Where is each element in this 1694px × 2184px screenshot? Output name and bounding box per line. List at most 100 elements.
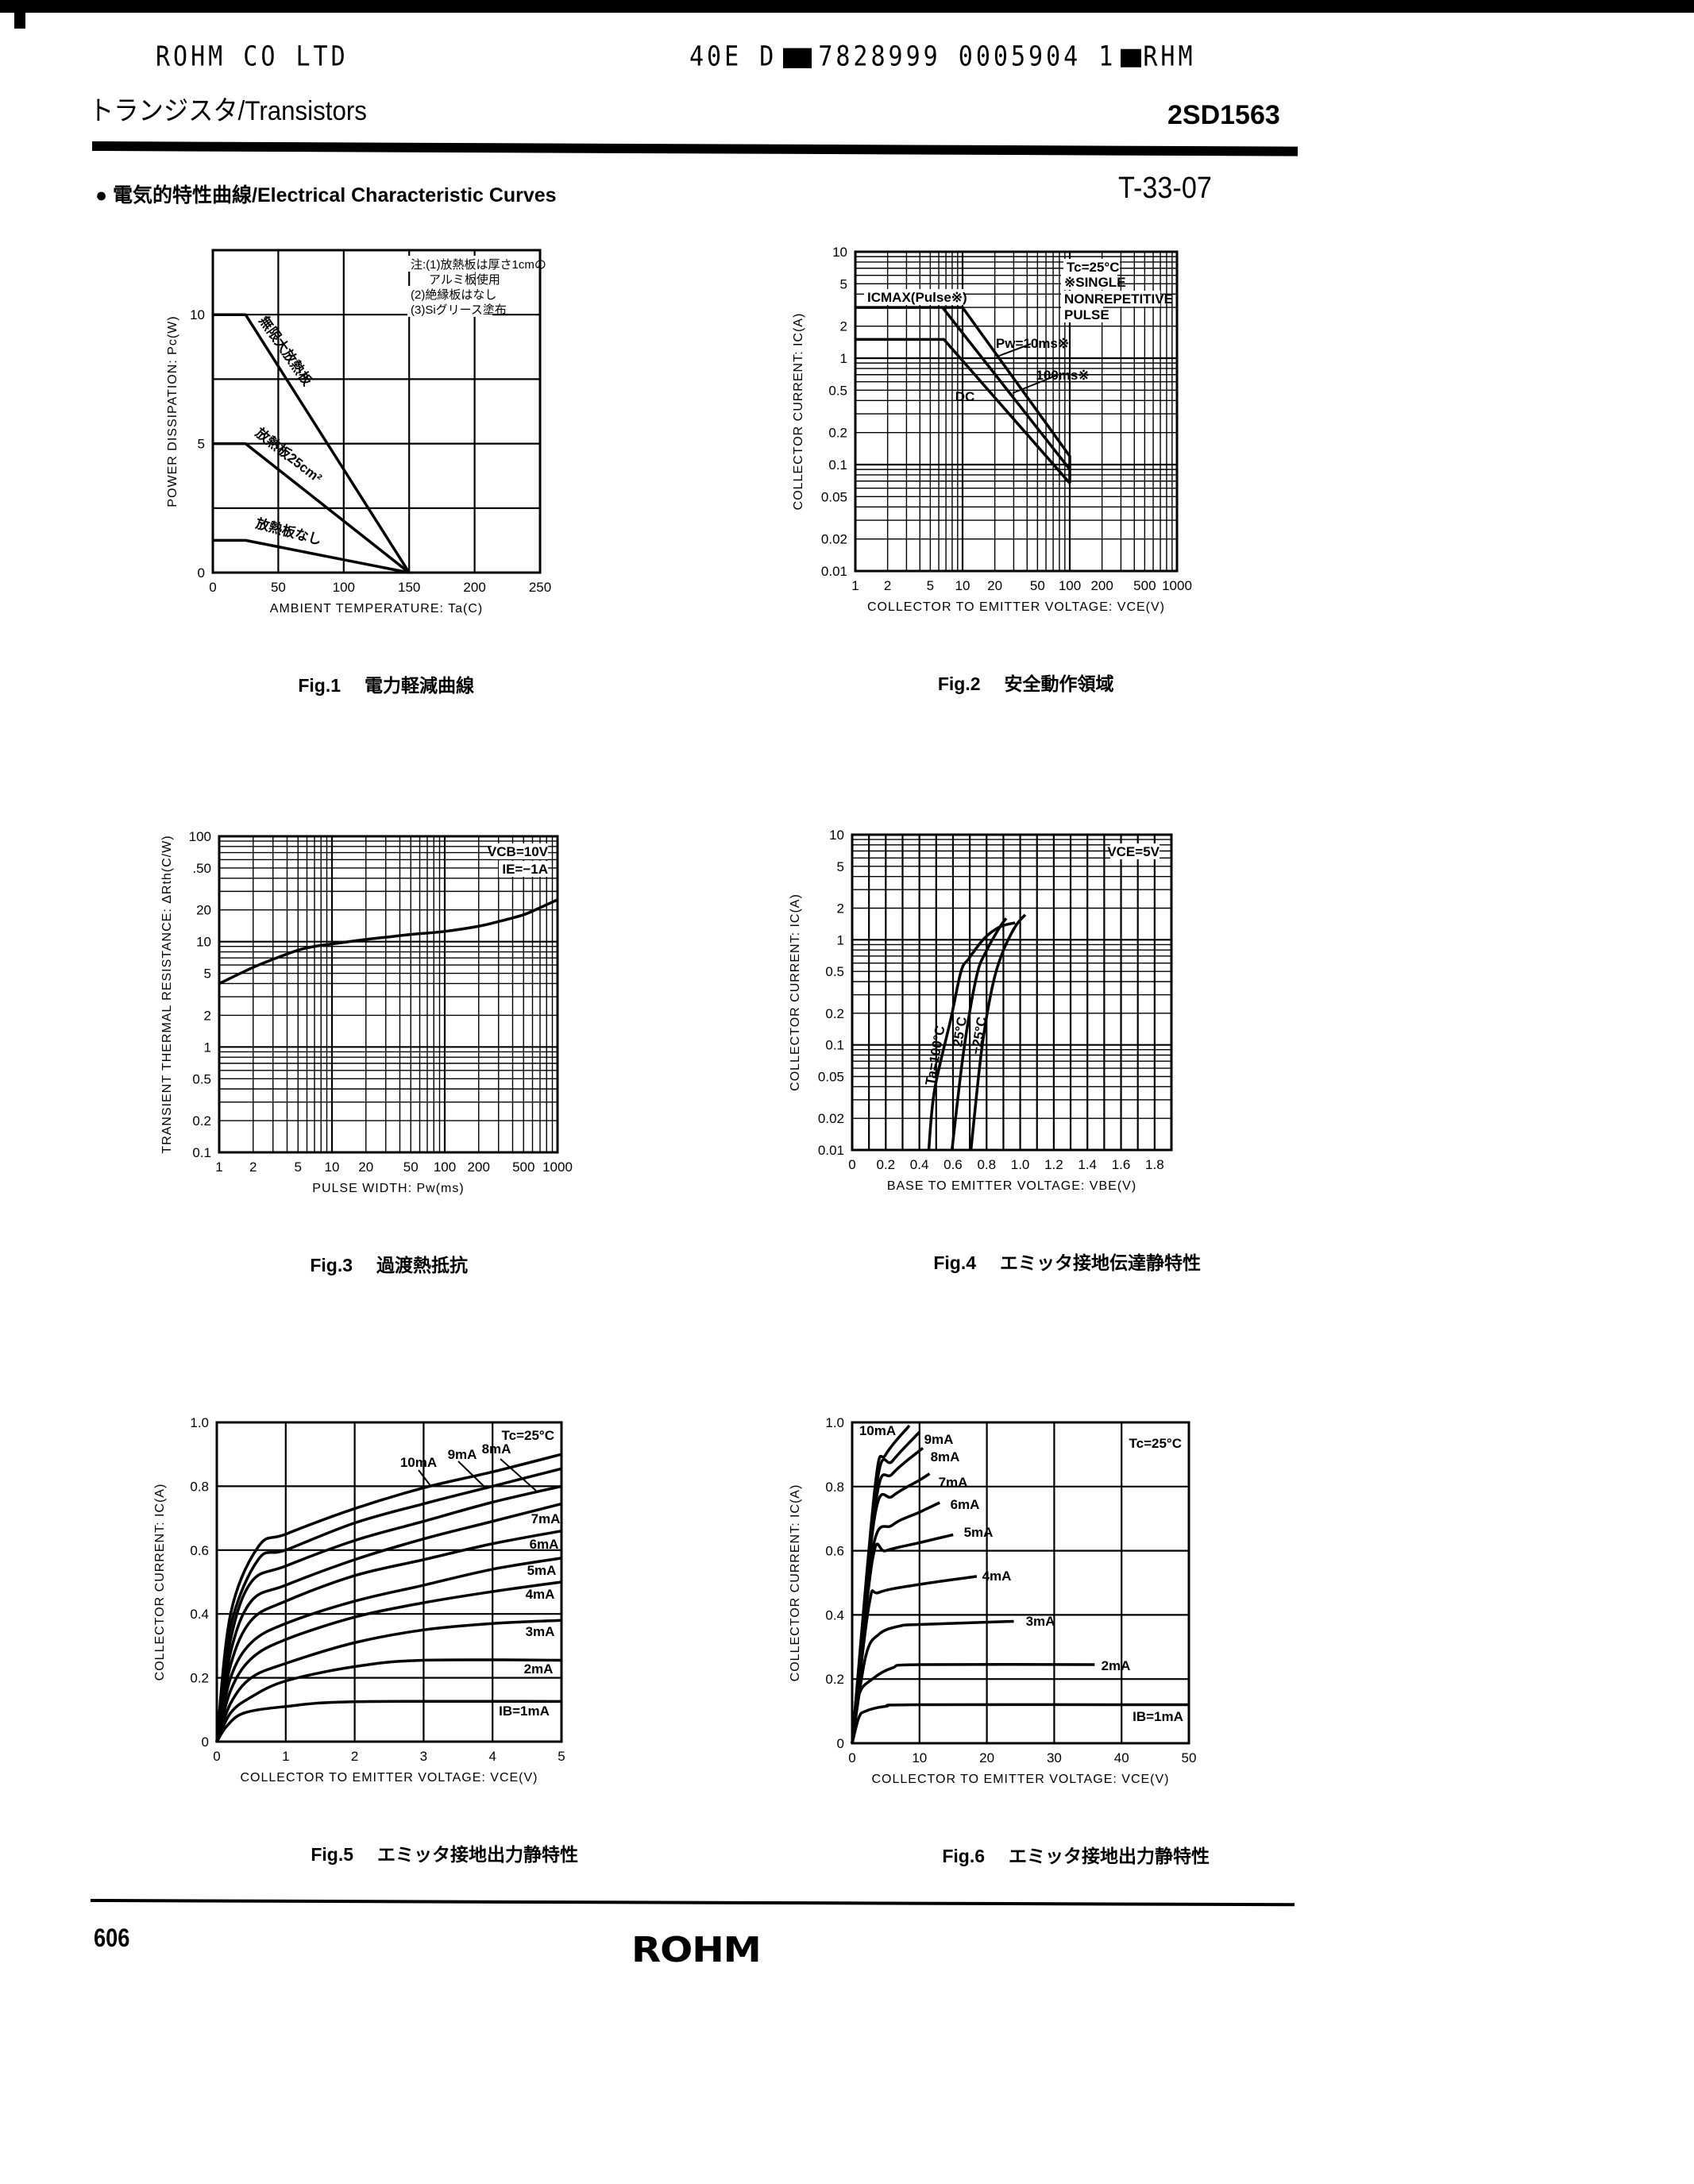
y-tick-label: 5 — [837, 859, 844, 874]
y-tick-label: 0.02 — [818, 1111, 844, 1126]
figure-number: Fig.3 — [310, 1255, 353, 1275]
annotation-backdrop — [1061, 274, 1117, 290]
series-label: 8mA — [931, 1449, 960, 1464]
grid — [851, 833, 1173, 1152]
x-tick-label: 10 — [955, 578, 970, 593]
x-tick-label: 1000 — [1162, 578, 1192, 593]
annotation-backdrop — [1063, 259, 1120, 275]
x-tick-label: 50 — [403, 1160, 419, 1175]
figure-title: エミッタ接地出力静特性 — [377, 1844, 578, 1865]
brand-mark — [1121, 48, 1142, 68]
product-category: トランジスタ/Transistors — [89, 96, 367, 126]
leader-line — [998, 343, 1032, 357]
series-line — [215, 1484, 562, 1742]
series-line — [215, 1658, 562, 1742]
series-label: IB=1mA — [1133, 1709, 1183, 1724]
y-axis-label: TRANSIENT THERMAL RESISTANCE: ΔRth(C/W) — [160, 835, 174, 1153]
x-tick-label: 2 — [884, 578, 891, 593]
annotation: Tc=25°C — [502, 1428, 555, 1443]
x-tick-label: 1000 — [542, 1160, 573, 1175]
x-tick-label: 5 — [558, 1749, 565, 1764]
series-label: 10mA — [400, 1455, 437, 1470]
series-line — [950, 917, 1008, 1151]
series-line — [855, 338, 1071, 484]
series-line — [213, 313, 411, 573]
annotation: PULSE — [1064, 307, 1109, 322]
figure-title: エミッタ接地出力静特性 — [1009, 1846, 1210, 1866]
x-tick-label: 100 — [1059, 578, 1081, 593]
figure-number: Fig.6 — [942, 1846, 985, 1866]
series-line — [851, 1446, 924, 1744]
plot-frame — [854, 250, 1179, 573]
series-label: 6mA — [530, 1537, 559, 1552]
series-line — [851, 1619, 1014, 1744]
series-label: 5mA — [964, 1525, 994, 1540]
page-number: 606 — [94, 1924, 130, 1952]
series-label: 2mA — [524, 1661, 554, 1677]
y-tick-label: 2 — [840, 319, 847, 334]
x-tick-label: 50 — [1182, 1750, 1197, 1765]
annotation: Tc=25°C — [1067, 260, 1120, 275]
chart-2: 1 2 5 10 20 50 100 200 500 1000 0.01 0.02 0.05 0.1 0.2… — [792, 245, 1192, 694]
y-tick-label: 0.5 — [828, 383, 847, 398]
plot-frame — [215, 1421, 563, 1743]
annotation-backdrop — [499, 861, 548, 877]
grid — [215, 1421, 563, 1743]
y-tick-label: 100 — [189, 829, 211, 844]
y-tick-label: 0.1 — [828, 457, 847, 473]
x-axis-label: PULSE WIDTH: Pw(ms) — [312, 1182, 464, 1195]
x-tick-label: 1 — [851, 578, 859, 593]
y-tick-label: 0.8 — [825, 1480, 844, 1495]
annotation: (3)Siグリース塗布 — [411, 303, 507, 317]
scan-corner-mark — [14, 8, 25, 29]
x-tick-label: 0.4 — [910, 1157, 929, 1172]
y-tick-label: 5 — [204, 967, 211, 982]
annotation-backdrop — [407, 301, 492, 317]
y-tick-label: 10 — [832, 245, 847, 260]
annotation: ICMAX(Pulse※) — [867, 290, 967, 305]
series-line — [215, 1580, 562, 1742]
series-label: 4mA — [982, 1569, 1012, 1584]
y-axis-label: COLLECTOR CURRENT: IC(A) — [789, 1484, 802, 1682]
figure-title: 電力軽減曲線 — [365, 675, 474, 696]
x-tick-label: 5 — [295, 1160, 302, 1175]
series-line — [213, 442, 411, 574]
y-tick-label: 0.4 — [190, 1607, 209, 1622]
x-tick-label: 1.2 — [1044, 1157, 1063, 1172]
series-line — [215, 1453, 562, 1742]
y-tick-label: 0.6 — [825, 1544, 844, 1559]
y-tick-label: 1 — [837, 932, 844, 947]
series-label: 2mA — [1102, 1658, 1131, 1673]
plot-frame — [211, 249, 542, 574]
y-tick-label: 0.2 — [828, 426, 847, 441]
series-label: Pw=10ms※ — [996, 336, 1069, 351]
series-line — [215, 1557, 562, 1742]
grid — [851, 1421, 1190, 1745]
x-tick-label: 500 — [1133, 578, 1156, 593]
annotation-backdrop — [407, 256, 521, 272]
x-tick-label: 20 — [358, 1160, 373, 1175]
x-tick-label: 3 — [420, 1749, 427, 1764]
annotation-backdrop — [407, 286, 478, 302]
x-tick-label: 50 — [1030, 578, 1045, 593]
x-tick-label: 200 — [463, 580, 485, 595]
leader-line — [418, 1469, 432, 1488]
chart-5: 0 1 2 3 4 5 0 0.2 0.4 0.6 0.8 1.0 COLLECTOR TO EMITT… — [153, 1415, 578, 1865]
y-tick-label: 1.0 — [190, 1415, 209, 1430]
y-tick-label: 0.4 — [825, 1607, 844, 1623]
series-label: 7mA — [531, 1511, 561, 1526]
plot-frame — [851, 833, 1173, 1152]
x-tick-label: 1.8 — [1145, 1157, 1164, 1172]
y-tick-label: 0.2 — [825, 1006, 844, 1021]
figure-number: Fig.4 — [933, 1252, 976, 1273]
series-line — [213, 538, 410, 574]
x-tick-label: 5 — [927, 578, 934, 593]
grid — [218, 835, 559, 1154]
annotation: VCB=10V — [488, 844, 549, 859]
series-line — [941, 307, 1071, 471]
chart-3: 1 2 5 10 20 50 100 200 500 1000 0.1 0.2 0.5 1 2 5 10 20 .5… — [160, 829, 573, 1275]
y-tick-label: 1 — [204, 1040, 211, 1055]
x-tick-label: 2 — [351, 1749, 358, 1764]
x-tick-label: 100 — [434, 1160, 456, 1175]
leader-line — [457, 1461, 488, 1490]
